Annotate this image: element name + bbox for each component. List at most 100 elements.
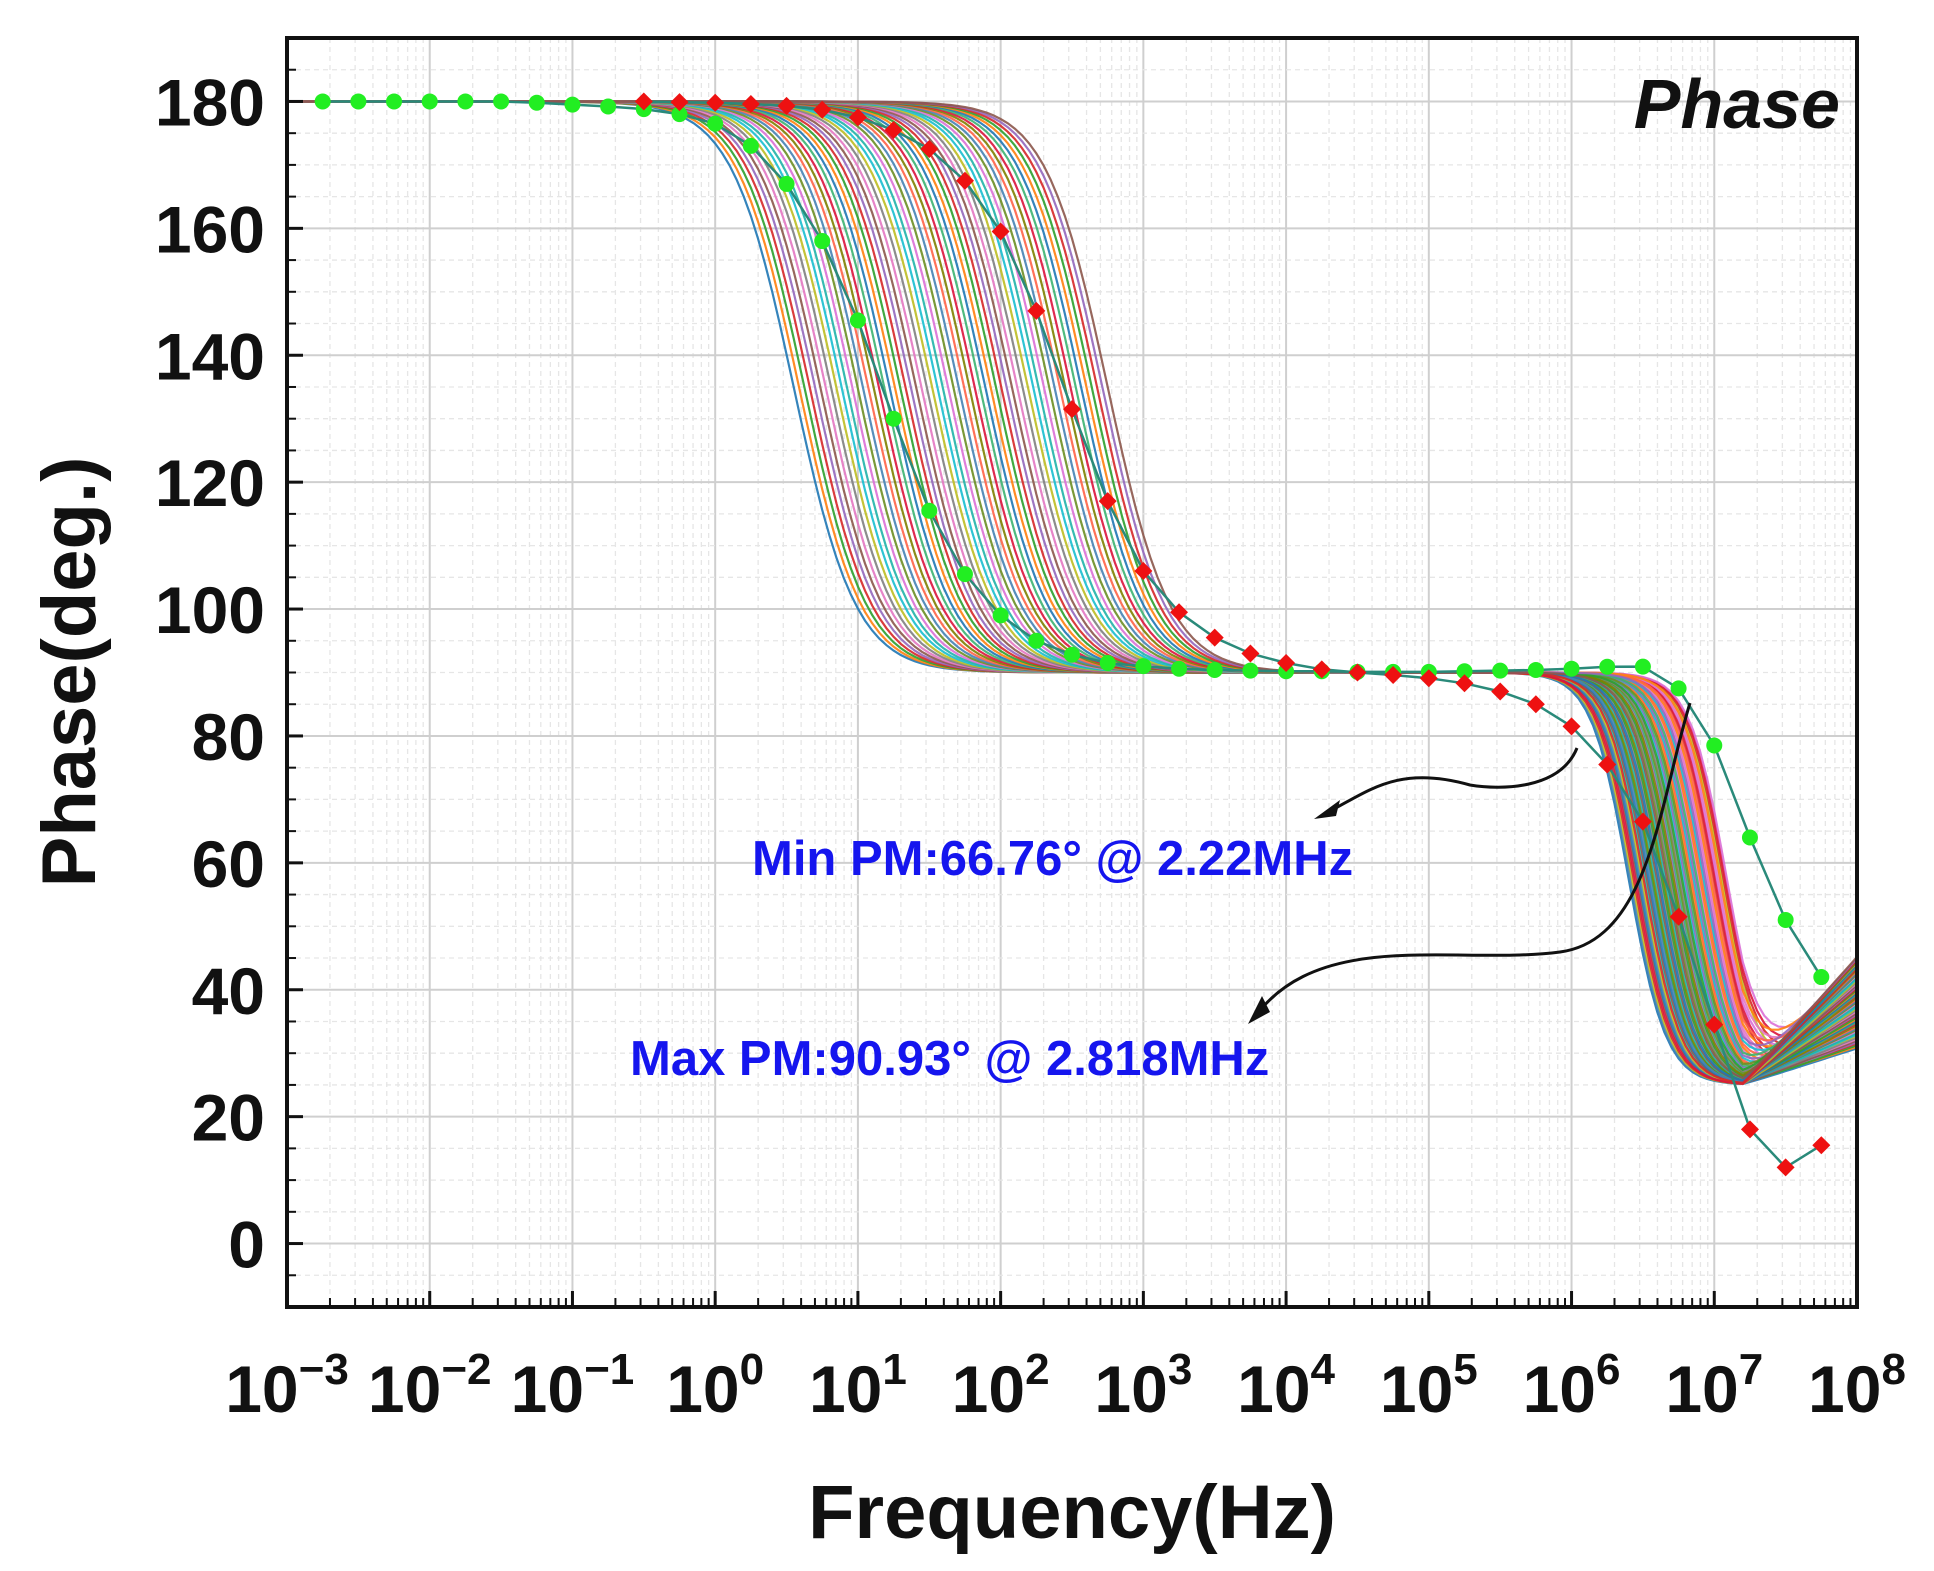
max-pm-marker bbox=[600, 98, 617, 115]
max-pm-arrowhead bbox=[1248, 996, 1270, 1024]
max-pm-marker bbox=[457, 93, 474, 110]
min-pm-marker bbox=[848, 108, 867, 127]
min-pm-annotation: Min PM:66.76° @ 2.22MHz bbox=[752, 832, 1353, 886]
min-pm-marker bbox=[1170, 603, 1189, 622]
min-pm-marker bbox=[1027, 301, 1046, 320]
x-tick-label: 100 bbox=[666, 1345, 764, 1426]
min-pm-marker bbox=[1562, 717, 1581, 736]
x-axis-title: Frequency(Hz) bbox=[808, 1470, 1336, 1555]
min-pm-marker bbox=[884, 121, 903, 140]
max-pm-marker bbox=[1064, 646, 1080, 663]
y-tick-label: 140 bbox=[155, 319, 265, 393]
corner-curve bbox=[287, 100, 1857, 1080]
y-tick-label: 20 bbox=[192, 1081, 265, 1155]
max-pm-marker bbox=[1670, 680, 1687, 697]
min-pm-marker bbox=[1669, 907, 1688, 926]
y-tick-label: 40 bbox=[192, 954, 265, 1028]
axis-ticks bbox=[285, 37, 1852, 1308]
min-pm-marker bbox=[991, 222, 1010, 241]
max-pm-marker bbox=[1171, 660, 1188, 677]
min-pm-marker bbox=[706, 93, 725, 112]
max-pm-marker bbox=[350, 93, 367, 110]
min-pm-marker bbox=[813, 100, 832, 119]
min-pm-marker bbox=[1384, 666, 1403, 685]
min-pm-marker bbox=[1776, 1158, 1795, 1177]
min-pm-marker bbox=[1526, 695, 1545, 714]
min-pm-marker bbox=[1134, 561, 1153, 580]
min-pm-marker bbox=[1740, 1120, 1759, 1139]
min-pm-marker bbox=[1633, 812, 1652, 831]
x-tick-label: 106 bbox=[1523, 1345, 1621, 1426]
max-pm-marker bbox=[1599, 658, 1616, 675]
x-tick-label: 10−3 bbox=[225, 1345, 349, 1426]
max-pm-arrow bbox=[1260, 702, 1692, 1009]
x-tick-label: 107 bbox=[1665, 1345, 1763, 1426]
x-tick-label: 10−1 bbox=[511, 1345, 635, 1426]
max-pm-marker bbox=[956, 566, 973, 583]
highlighted-series bbox=[314, 92, 1831, 1177]
max-pm-marker bbox=[386, 93, 403, 110]
max-pm-marker bbox=[1242, 662, 1259, 679]
max-pm-marker bbox=[742, 137, 759, 154]
x-tick-labels: 10−3 10−2 10−1 100 101 102 103 104 105 106 107 108 bbox=[225, 1345, 1906, 1426]
max-pm-annotation: Max PM:90.93° @ 2.818MHz bbox=[630, 1032, 1269, 1086]
min-pm-marker bbox=[634, 92, 653, 111]
max-pm-marker bbox=[1634, 658, 1651, 675]
min-pm-marker bbox=[1491, 682, 1510, 701]
max-pm-marker bbox=[1099, 654, 1116, 671]
max-pm-marker bbox=[992, 607, 1009, 624]
min-pm-marker bbox=[1241, 644, 1260, 663]
x-tick-label: 104 bbox=[1237, 1345, 1335, 1426]
y-tick-label: 160 bbox=[155, 192, 265, 266]
y-tick-label: 60 bbox=[192, 827, 265, 901]
max-pm-marker bbox=[1028, 632, 1045, 649]
min-pm-marker bbox=[1598, 755, 1617, 774]
max-pm-marker bbox=[1563, 660, 1580, 677]
x-tick-label: 102 bbox=[952, 1345, 1050, 1426]
max-pm-marker bbox=[1456, 663, 1473, 680]
min-pm-marker bbox=[1277, 653, 1296, 672]
max-pm-marker bbox=[528, 94, 545, 111]
min-pm-marker bbox=[1348, 663, 1367, 682]
min-pm-marker bbox=[1098, 492, 1117, 511]
y-tick-label: 0 bbox=[228, 1208, 265, 1282]
min-pm-arrow bbox=[1331, 747, 1579, 812]
x-tick-label: 108 bbox=[1808, 1345, 1906, 1426]
max-pm-marker bbox=[1492, 662, 1509, 679]
max-pm-marker bbox=[1135, 658, 1152, 675]
max-pm-marker bbox=[421, 93, 438, 110]
chart-title: Phase bbox=[1634, 65, 1840, 143]
min-pm-marker bbox=[955, 171, 974, 190]
min-pm-marker bbox=[741, 94, 760, 113]
max-pm-marker bbox=[1813, 969, 1830, 986]
max-pm-marker bbox=[1527, 661, 1544, 678]
x-tick-label: 101 bbox=[809, 1345, 907, 1426]
max-pm-marker bbox=[1206, 661, 1223, 678]
max-pm-marker bbox=[493, 93, 510, 110]
max-pm-marker bbox=[671, 106, 688, 123]
max-pm-marker bbox=[849, 312, 866, 329]
max-pm-marker bbox=[814, 233, 831, 250]
min-pm-marker bbox=[777, 96, 796, 115]
min-pm-marker bbox=[1419, 669, 1438, 688]
min-pm-marker bbox=[1312, 660, 1331, 679]
max-pm-marker bbox=[1777, 911, 1794, 928]
min-pm-marker bbox=[670, 93, 689, 112]
min-pm-arrowhead bbox=[1314, 800, 1340, 819]
min-pm-marker bbox=[1455, 674, 1474, 693]
max-pm-marker bbox=[885, 410, 902, 427]
y-tick-label: 100 bbox=[155, 573, 265, 647]
max-pm-marker bbox=[921, 502, 938, 519]
max-pm-marker bbox=[314, 93, 331, 110]
max-pm-marker bbox=[707, 115, 724, 132]
x-tick-label: 103 bbox=[1094, 1345, 1192, 1426]
max-pm-marker bbox=[1706, 737, 1723, 754]
y-axis-title: Phase(deg.) bbox=[27, 457, 112, 888]
y-tick-label: 180 bbox=[155, 65, 265, 139]
max-pm-marker bbox=[564, 96, 581, 113]
y-tick-label: 80 bbox=[192, 700, 265, 774]
series-line bbox=[643, 100, 1822, 1170]
y-tick-label: 120 bbox=[155, 446, 265, 520]
min-pm-marker bbox=[1705, 1015, 1724, 1034]
